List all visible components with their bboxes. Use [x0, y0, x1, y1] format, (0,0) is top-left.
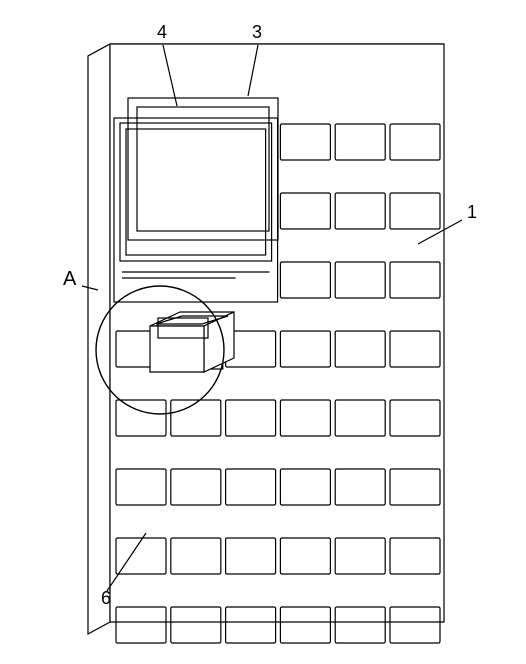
label-4: 4: [157, 22, 167, 42]
cabinet-diagram: 4 3 1 A 6: [0, 0, 526, 664]
label-6: 6: [101, 588, 111, 608]
label-3: 3: [252, 22, 262, 42]
label-A: A: [63, 268, 77, 290]
label-1: 1: [467, 202, 477, 222]
